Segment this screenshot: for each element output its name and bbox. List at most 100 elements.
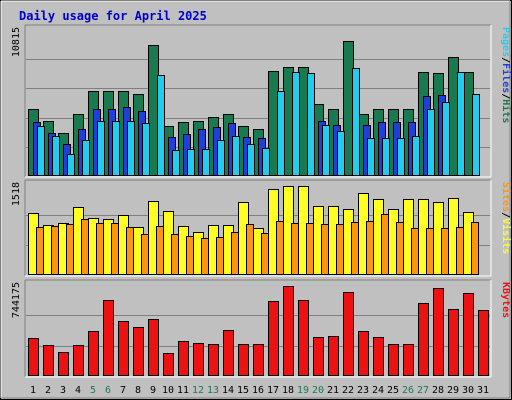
bar-pages-day-10 bbox=[172, 150, 180, 176]
bar-kbytes-day-20 bbox=[313, 337, 324, 376]
day-label-26: 26 bbox=[402, 385, 414, 396]
bar-sites-day-19 bbox=[306, 223, 314, 275]
bar-kbytes-day-21 bbox=[328, 336, 339, 376]
bar-sites-day-22 bbox=[351, 222, 359, 275]
bar-sites-day-12 bbox=[201, 238, 209, 275]
bar-pages-day-3 bbox=[67, 154, 75, 176]
bar-kbytes-day-5 bbox=[88, 331, 99, 376]
bar-sites-day-4 bbox=[81, 219, 89, 275]
bar-pages-day-19 bbox=[307, 73, 315, 176]
bar-sites-day-16 bbox=[261, 233, 269, 275]
legend: Sites/Visits bbox=[500, 182, 512, 254]
series-visits bbox=[28, 186, 474, 275]
bar-pages-day-28 bbox=[442, 102, 450, 176]
panel-visits-sites: 1518 Sites/Visits bbox=[11, 179, 512, 277]
day-label-13: 13 bbox=[207, 385, 219, 396]
bar-pages-day-2 bbox=[52, 136, 60, 176]
day-label-17: 17 bbox=[267, 385, 279, 396]
day-label-14: 14 bbox=[222, 385, 234, 396]
bar-pages-day-24 bbox=[382, 138, 390, 176]
bar-sites-day-20 bbox=[321, 224, 329, 275]
bar-sites-day-5 bbox=[96, 223, 104, 275]
day-labels: 1 2 3 4 5 6 7 8 9 10 11 12 13 14 15 16 17 18 19 20 21 22 23 24 2… bbox=[30, 385, 489, 396]
day-label-4: 4 bbox=[75, 385, 81, 396]
bar-pages-day-13 bbox=[217, 140, 225, 176]
bar-sites-day-3 bbox=[66, 224, 74, 275]
bar-pages-day-15 bbox=[247, 144, 255, 176]
bar-kbytes-day-7 bbox=[118, 321, 129, 376]
bar-sites-day-17 bbox=[276, 221, 284, 275]
bar-pages-day-29 bbox=[457, 72, 465, 176]
legend-entry: Files bbox=[500, 63, 512, 93]
bar-kbytes-day-15 bbox=[238, 344, 249, 376]
bar-sites-day-30 bbox=[471, 222, 479, 275]
bar-kbytes-day-30 bbox=[463, 293, 474, 376]
bar-pages-day-11 bbox=[187, 149, 195, 176]
bar-kbytes-day-18 bbox=[283, 286, 294, 376]
bar-kbytes-day-19 bbox=[298, 300, 309, 376]
bar-pages-day-14 bbox=[232, 136, 240, 176]
bar-sites-day-6 bbox=[111, 223, 119, 275]
bar-kbytes-day-28 bbox=[433, 288, 444, 376]
bar-kbytes-day-8 bbox=[133, 327, 144, 376]
day-label-20: 20 bbox=[312, 385, 324, 396]
bar-kbytes-day-13 bbox=[208, 344, 219, 376]
bar-kbytes-day-22 bbox=[343, 292, 354, 376]
day-label-27: 27 bbox=[417, 385, 429, 396]
day-label-28: 28 bbox=[432, 385, 444, 396]
legend-entry: Visits bbox=[500, 218, 512, 254]
day-label-1: 1 bbox=[30, 385, 36, 396]
bar-pages-day-6 bbox=[112, 121, 120, 176]
bar-kbytes-day-29 bbox=[448, 309, 459, 376]
bar-kbytes-day-3 bbox=[58, 352, 69, 376]
legend-entry: Pages bbox=[500, 27, 511, 57]
day-label-11: 11 bbox=[177, 385, 189, 396]
y-max-label: 1518 bbox=[11, 182, 22, 206]
bar-kbytes-day-9 bbox=[148, 319, 159, 376]
bar-sites-day-10 bbox=[171, 234, 179, 275]
day-label-5: 5 bbox=[90, 385, 96, 396]
panel-kbytes: 744175 KBytes bbox=[11, 279, 511, 378]
bar-pages-day-7 bbox=[127, 121, 135, 176]
bar-sites-day-21 bbox=[336, 224, 344, 275]
series-kbytes bbox=[28, 286, 489, 376]
bar-kbytes-day-2 bbox=[43, 345, 54, 376]
bar-kbytes-day-4 bbox=[73, 345, 84, 376]
bar-sites-day-14 bbox=[231, 232, 239, 275]
legend-entry: Hits bbox=[500, 99, 512, 123]
day-label-24: 24 bbox=[372, 385, 384, 396]
day-label-10: 10 bbox=[162, 385, 174, 396]
day-label-15: 15 bbox=[237, 385, 249, 396]
legend: KBytes bbox=[500, 282, 511, 318]
bar-sites-day-28 bbox=[441, 228, 449, 275]
bar-sites-day-25 bbox=[396, 222, 404, 275]
series-pages bbox=[37, 68, 480, 176]
y-max-label: 744175 bbox=[11, 282, 22, 318]
day-label-29: 29 bbox=[447, 385, 459, 396]
panel-hits-files-pages: 10815 Pages/Files/Hits bbox=[11, 24, 512, 178]
bar-kbytes-day-24 bbox=[373, 337, 384, 376]
legend-entry: / bbox=[500, 93, 511, 99]
bar-pages-day-17 bbox=[277, 91, 285, 176]
bar-pages-day-26 bbox=[412, 136, 420, 176]
day-label-30: 30 bbox=[462, 385, 474, 396]
bar-sites-day-24 bbox=[381, 214, 389, 275]
day-label-9: 9 bbox=[150, 385, 156, 396]
day-label-6: 6 bbox=[105, 385, 111, 396]
bar-sites-day-11 bbox=[186, 236, 194, 275]
bar-kbytes-day-10 bbox=[163, 353, 174, 376]
day-label-25: 25 bbox=[387, 385, 399, 396]
bar-kbytes-day-17 bbox=[268, 301, 279, 376]
legend: Pages/Files/Hits bbox=[500, 27, 512, 123]
day-label-7: 7 bbox=[120, 385, 126, 396]
bar-sites-day-7 bbox=[126, 227, 134, 275]
bar-kbytes-day-14 bbox=[223, 330, 234, 376]
legend-entry: Sites bbox=[500, 182, 512, 212]
legend-entry: / bbox=[500, 212, 511, 218]
bar-kbytes-day-26 bbox=[403, 344, 414, 376]
bar-pages-day-23 bbox=[367, 138, 375, 176]
bar-kbytes-day-25 bbox=[388, 344, 399, 376]
bar-pages-day-30 bbox=[472, 94, 480, 176]
bar-sites-day-8 bbox=[141, 234, 149, 275]
